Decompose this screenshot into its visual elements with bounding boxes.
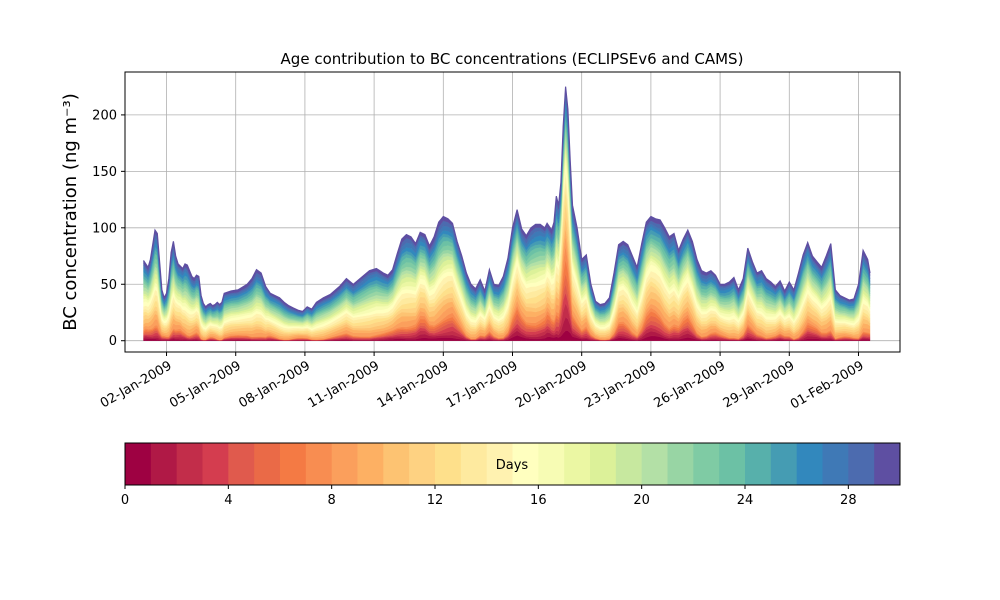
colorbar-segment — [150, 443, 178, 485]
x-tick-label: 01-Feb-2009 — [788, 358, 867, 412]
y-tick-label: 150 — [92, 165, 117, 180]
colorbar-segment — [460, 443, 488, 485]
x-tick-label: 26-Jan-2009 — [651, 358, 728, 411]
colorbar-segment — [202, 443, 229, 485]
total-line — [143, 86, 871, 313]
colorbar-segment — [564, 443, 591, 485]
y-tick-label: 50 — [100, 278, 117, 293]
colorbar-segment — [590, 443, 617, 485]
colorbar-segment — [357, 443, 384, 485]
colorbar-tick-label: 28 — [840, 493, 857, 508]
x-tick-label: 02-Jan-2009 — [98, 358, 175, 411]
colorbar-tick-label: 4 — [224, 493, 232, 508]
colorbar: 0 4 8 12 16 20 24 28 Days — [121, 442, 901, 508]
x-tick-label: 05-Jan-2009 — [167, 358, 244, 411]
y-axis-label: BC concentration (ng m⁻³) — [60, 93, 81, 331]
colorbar-segment — [409, 443, 436, 485]
colorbar-segment — [770, 443, 798, 485]
colorbar-segment — [667, 443, 694, 485]
colorbar-segment — [280, 443, 307, 485]
x-tick-label: 17-Jan-2009 — [444, 358, 521, 411]
plot-area: 0 50 100 150 200 02-Jan-200905-Jan-200908-Jan… — [92, 71, 901, 412]
colorbar-segment — [693, 443, 720, 485]
colorbar-tick-label: 16 — [530, 493, 547, 508]
y-tick-label: 0 — [109, 334, 117, 349]
colorbar-segment — [383, 443, 410, 485]
chart-title: Age contribution to BC concentrations (E… — [281, 50, 744, 68]
colorbar-tick-label: 20 — [633, 493, 650, 508]
colorbar-segment — [615, 443, 643, 485]
colorbar-segment — [512, 443, 539, 485]
x-tick-label: 29-Jan-2009 — [721, 358, 798, 411]
y-tick-label: 100 — [92, 221, 117, 236]
colorbar-segment — [848, 443, 875, 485]
x-tick-label: 11-Jan-2009 — [306, 358, 383, 411]
colorbar-frame — [124, 442, 901, 486]
colorbar-tick-label: 24 — [737, 493, 754, 508]
x-tick-label: 14-Jan-2009 — [375, 358, 452, 411]
x-tick-label: 08-Jan-2009 — [236, 358, 313, 411]
colorbar-tick-label: 8 — [328, 493, 336, 508]
x-tick-label: 23-Jan-2009 — [582, 358, 659, 411]
colorbar-segment — [874, 443, 901, 485]
colorbar-segment — [254, 443, 281, 485]
colorbar-segment — [719, 443, 746, 485]
colorbar-segment — [796, 443, 823, 485]
colorbar-segment — [305, 443, 333, 485]
colorbar-segment — [125, 443, 152, 485]
colorbar-label: Days — [496, 458, 529, 473]
colorbar-segment — [641, 443, 668, 485]
colorbar-segment — [331, 443, 358, 485]
colorbar-tick-label: 0 — [121, 493, 129, 508]
colorbar-segment — [822, 443, 849, 485]
colorbar-segment — [486, 443, 513, 485]
x-tick-label: 20-Jan-2009 — [513, 358, 590, 411]
y-tick-label: 200 — [92, 108, 117, 123]
colorbar-segment — [176, 443, 203, 485]
stacked-bands — [143, 86, 871, 341]
colorbar-segment — [538, 443, 565, 485]
colorbar-segment — [228, 443, 255, 485]
colorbar-tick-label: 12 — [427, 493, 444, 508]
colorbar-segment — [745, 443, 772, 485]
colorbar-segment — [435, 443, 462, 485]
